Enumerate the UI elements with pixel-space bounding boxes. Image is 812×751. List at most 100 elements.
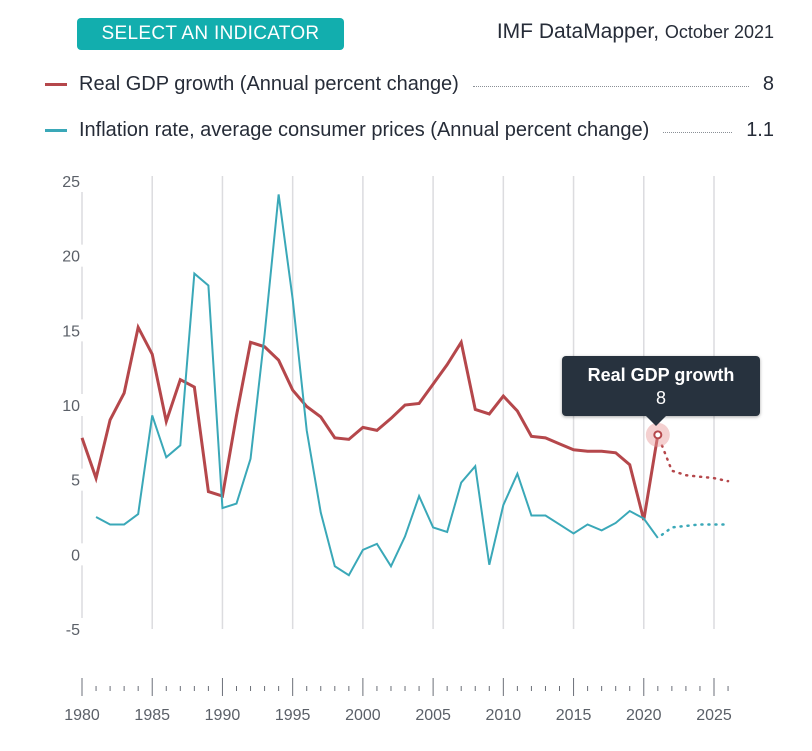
data-point — [572, 448, 576, 452]
data-point — [389, 416, 393, 420]
data-point — [572, 531, 576, 535]
tooltip-value: 8 — [655, 388, 666, 408]
data-point — [108, 418, 112, 422]
legend-label-gdp: Real GDP growth (Annual percent change) — [79, 72, 459, 95]
x-tick-label: 1995 — [275, 707, 311, 724]
data-point — [361, 425, 365, 429]
select-indicator-button[interactable]: SELECT AN INDICATOR — [77, 18, 344, 50]
y-tick-label: 15 — [62, 323, 80, 340]
highlight-point — [653, 430, 663, 440]
data-point — [220, 506, 224, 510]
data-point — [726, 522, 730, 526]
x-tick-label: 1985 — [134, 707, 170, 724]
y-tick-label: 0 — [71, 547, 80, 564]
y-tick-label: 20 — [62, 249, 80, 266]
x-tick-label: 1980 — [64, 707, 100, 724]
data-point — [192, 385, 196, 389]
data-point — [698, 522, 702, 526]
data-point — [684, 524, 688, 528]
series-lines — [80, 194, 730, 577]
x-tick-label: 2025 — [696, 707, 732, 724]
data-point — [529, 434, 533, 438]
data-point — [417, 494, 421, 498]
data-point — [600, 528, 604, 532]
data-point — [726, 479, 730, 483]
data-point — [150, 352, 154, 356]
tooltip-title: Real GDP growth — [587, 365, 735, 385]
data-point — [558, 442, 562, 446]
x-tick-label: 2005 — [415, 707, 451, 724]
legend-leader-gdp — [472, 85, 749, 87]
data-point — [501, 503, 505, 507]
data-point — [305, 428, 309, 432]
data-point — [375, 542, 379, 546]
data-point — [277, 358, 281, 362]
highlight-marker — [645, 422, 670, 447]
data-point — [164, 419, 168, 423]
data-point — [347, 573, 351, 577]
data-point — [333, 564, 337, 568]
data-point — [586, 522, 590, 526]
data-point — [361, 548, 365, 552]
data-point — [712, 522, 716, 526]
data-point — [108, 522, 112, 526]
data-point — [515, 409, 519, 413]
data-point — [417, 402, 421, 406]
data-point — [656, 536, 660, 540]
data-point — [94, 476, 98, 480]
data-point — [319, 415, 323, 419]
y-tick-bg — [62, 468, 92, 491]
data-point — [487, 412, 491, 416]
data-point — [375, 428, 379, 432]
data-point — [164, 455, 168, 459]
data-point — [670, 525, 674, 529]
y-tick-bg — [62, 244, 92, 267]
series-line-gdp — [80, 322, 660, 521]
y-tick-bg — [62, 394, 92, 416]
data-point — [628, 463, 632, 467]
x-tick-label: 2010 — [486, 707, 522, 724]
data-point — [206, 490, 210, 494]
legend-swatch-gdp — [45, 82, 67, 86]
data-point — [94, 515, 98, 519]
data-point — [712, 476, 716, 480]
source-credit: IMF DataMapper, October 2021 — [497, 20, 774, 44]
data-point — [291, 297, 295, 301]
tooltip: Real GDP growth 8 — [562, 356, 760, 426]
y-tick-bg — [62, 170, 92, 192]
data-point — [178, 378, 182, 382]
data-point — [80, 436, 84, 440]
y-tick-bg — [62, 543, 92, 566]
y-tick-label: -5 — [66, 622, 80, 639]
data-point — [473, 407, 477, 411]
data-point — [684, 473, 688, 477]
data-point — [698, 475, 702, 479]
y-tick-bg — [62, 618, 92, 640]
data-point — [670, 469, 674, 473]
tooltip-arrow — [646, 416, 666, 426]
data-point — [249, 340, 253, 344]
data-point — [586, 449, 590, 453]
data-point — [347, 437, 351, 441]
legend-item-gdp[interactable]: Real GDP growth (Annual percent change) … — [45, 71, 774, 97]
data-point — [529, 514, 533, 518]
data-point — [263, 333, 267, 337]
data-point — [501, 394, 505, 398]
data-point — [431, 382, 435, 386]
data-point — [403, 534, 407, 538]
y-tick-bg — [62, 319, 92, 342]
legend-item-inflation[interactable]: Inflation rate, average consumer prices … — [45, 117, 774, 143]
y-tick-label: 5 — [71, 473, 80, 490]
x-tick-label: 2020 — [626, 707, 662, 724]
source-name: IMF DataMapper, — [496, 20, 660, 43]
projection-line-inflation — [660, 523, 730, 537]
data-point — [333, 436, 337, 440]
y-tick-label: 10 — [62, 398, 80, 415]
data-point — [122, 522, 126, 526]
data-point — [291, 388, 295, 392]
legend-swatch-inflation — [45, 128, 67, 132]
data-point — [178, 443, 182, 447]
data-point — [543, 436, 547, 440]
data-point — [206, 284, 210, 288]
